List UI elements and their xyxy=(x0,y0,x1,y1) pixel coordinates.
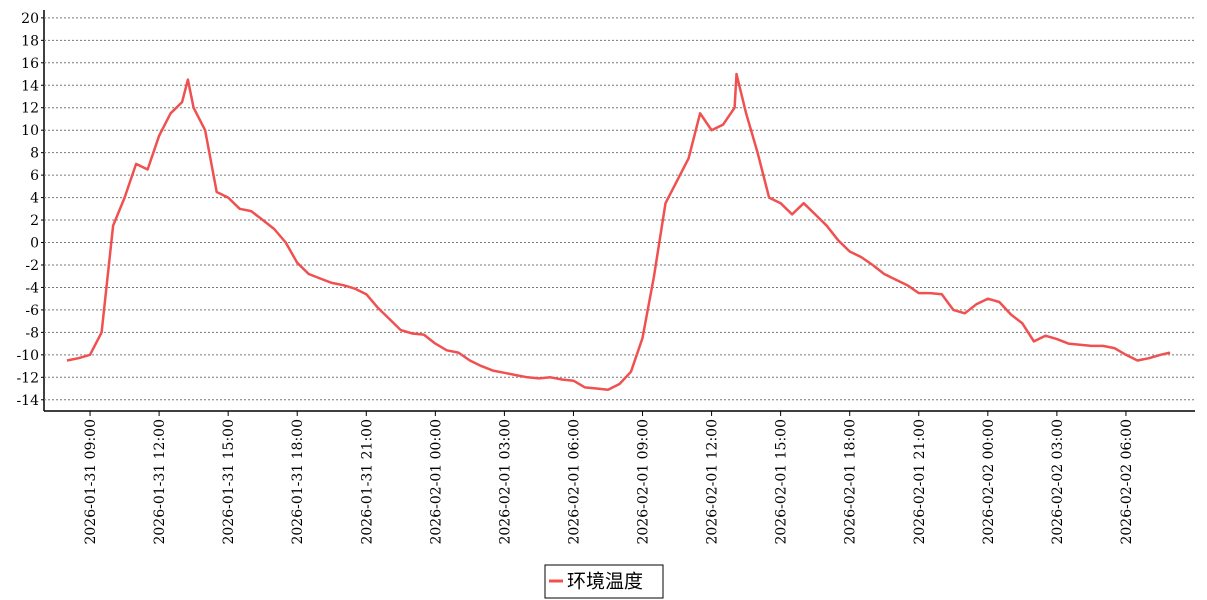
legend-label: 环境温度 xyxy=(567,571,643,593)
y-tick-label: -2 xyxy=(25,258,39,274)
y-tick-label: 18 xyxy=(21,33,39,49)
x-tick-label: 2026-02-01 00:00 xyxy=(428,419,444,545)
legend-box xyxy=(544,564,664,599)
y-tick-label: -12 xyxy=(16,370,39,386)
y-tick-label: 16 xyxy=(21,56,39,72)
y-tick-label: 8 xyxy=(30,146,39,162)
y-tick-label: -8 xyxy=(25,325,39,341)
legend: 环境温度 xyxy=(544,564,664,599)
x-tick-label: 2026-01-31 18:00 xyxy=(290,419,306,545)
y-tick-label: 14 xyxy=(21,78,39,94)
x-tick-label: 2026-02-02 06:00 xyxy=(1119,419,1135,545)
y-tick-label: -10 xyxy=(16,348,39,364)
x-tick-label: 2026-02-02 00:00 xyxy=(981,419,997,545)
y-tick-label: 4 xyxy=(30,191,39,207)
y-tick-label: 0 xyxy=(30,236,39,252)
x-tick-label: 2026-01-31 21:00 xyxy=(359,419,375,545)
x-tick-label: 2026-01-31 12:00 xyxy=(152,419,168,545)
x-tick-label: 2026-02-01 06:00 xyxy=(566,419,582,545)
x-tick-label: 2026-02-01 18:00 xyxy=(843,419,859,545)
y-tick-label: 6 xyxy=(30,168,39,184)
x-tick-label: 2026-01-31 09:00 xyxy=(83,419,99,545)
x-tick-label: 2026-02-01 21:00 xyxy=(912,419,928,545)
y-tick-label: -14 xyxy=(16,393,39,409)
x-tick-label: 2026-02-01 15:00 xyxy=(774,419,790,545)
y-tick-label: -4 xyxy=(25,280,39,296)
y-tick-label: 2 xyxy=(30,213,39,229)
x-tick-label: 2026-02-01 09:00 xyxy=(636,419,652,545)
y-tick-label: 12 xyxy=(21,101,39,117)
y-tick-label: -6 xyxy=(25,303,39,319)
y-tick-label: 10 xyxy=(21,123,39,139)
x-tick-label: 2026-02-02 03:00 xyxy=(1050,419,1066,545)
x-tick-label: 2026-01-31 15:00 xyxy=(221,419,237,545)
y-tick-label: 20 xyxy=(21,11,39,27)
x-tick-label: 2026-02-01 03:00 xyxy=(497,419,513,545)
x-tick-label: 2026-02-01 12:00 xyxy=(705,419,721,545)
series-line xyxy=(66,72,1171,391)
